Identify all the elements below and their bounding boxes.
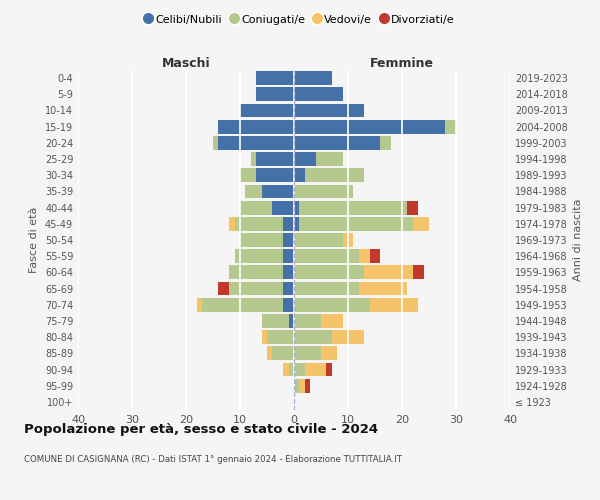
Bar	[272, 200, 294, 214]
Bar	[262, 184, 294, 198]
Bar	[294, 282, 359, 296]
Bar	[283, 217, 294, 230]
Bar	[359, 250, 370, 263]
Bar	[359, 282, 407, 296]
Bar	[289, 362, 294, 376]
Bar	[294, 88, 343, 101]
Bar	[267, 330, 294, 344]
Bar	[294, 362, 305, 376]
Bar	[294, 379, 299, 392]
Bar	[240, 200, 272, 214]
Bar	[299, 200, 407, 214]
Bar	[294, 314, 321, 328]
Bar	[256, 168, 294, 182]
Bar	[262, 314, 289, 328]
Y-axis label: Fasce di età: Fasce di età	[29, 207, 39, 273]
Bar	[240, 104, 294, 118]
Bar	[229, 282, 283, 296]
Bar	[283, 282, 294, 296]
Bar	[283, 233, 294, 247]
Bar	[272, 346, 294, 360]
Bar	[326, 362, 332, 376]
Y-axis label: Anni di nascita: Anni di nascita	[573, 198, 583, 281]
Bar	[256, 152, 294, 166]
Bar	[294, 266, 364, 280]
Bar	[380, 136, 391, 149]
Bar	[413, 266, 424, 280]
Bar	[407, 200, 418, 214]
Bar	[218, 282, 229, 296]
Text: Popolazione per età, sesso e stato civile - 2024: Popolazione per età, sesso e stato civil…	[24, 422, 378, 436]
Bar	[305, 362, 326, 376]
Bar	[321, 346, 337, 360]
Bar	[240, 233, 283, 247]
Bar	[305, 168, 364, 182]
Bar	[343, 233, 353, 247]
Bar	[289, 314, 294, 328]
Bar	[321, 314, 343, 328]
Bar	[256, 71, 294, 85]
Bar	[294, 298, 370, 312]
Bar	[370, 250, 380, 263]
Bar	[235, 217, 283, 230]
Bar	[294, 330, 332, 344]
Bar	[251, 152, 256, 166]
Bar	[256, 88, 294, 101]
Bar	[229, 266, 283, 280]
Bar	[262, 330, 267, 344]
Bar	[294, 217, 299, 230]
Bar	[240, 168, 256, 182]
Bar	[294, 104, 364, 118]
Bar	[294, 200, 299, 214]
Legend: Celibi/Nubili, Coniugati/e, Vedovi/e, Divorziati/e: Celibi/Nubili, Coniugati/e, Vedovi/e, Di…	[142, 10, 458, 28]
Bar	[305, 379, 310, 392]
Bar	[294, 71, 332, 85]
Bar	[294, 184, 353, 198]
Bar	[202, 298, 283, 312]
Bar	[294, 152, 316, 166]
Bar	[364, 266, 413, 280]
Text: Maschi: Maschi	[161, 57, 211, 70]
Bar	[445, 120, 456, 134]
Bar	[218, 136, 294, 149]
Text: COMUNE DI CASIGNANA (RC) - Dati ISTAT 1° gennaio 2024 - Elaborazione TUTTITALIA.: COMUNE DI CASIGNANA (RC) - Dati ISTAT 1°…	[24, 455, 402, 464]
Bar	[283, 298, 294, 312]
Bar	[370, 298, 418, 312]
Bar	[245, 184, 262, 198]
Bar	[299, 379, 305, 392]
Bar	[197, 298, 202, 312]
Bar	[294, 136, 380, 149]
Bar	[294, 120, 445, 134]
Bar	[294, 250, 359, 263]
Bar	[299, 217, 413, 230]
Bar	[332, 330, 364, 344]
Bar	[294, 233, 343, 247]
Bar	[283, 362, 289, 376]
Bar	[413, 217, 429, 230]
Bar	[235, 250, 283, 263]
Bar	[283, 266, 294, 280]
Bar	[218, 120, 294, 134]
Bar	[316, 152, 343, 166]
Text: Femmine: Femmine	[370, 57, 434, 70]
Bar	[213, 136, 218, 149]
Bar	[294, 346, 321, 360]
Bar	[267, 346, 272, 360]
Bar	[283, 250, 294, 263]
Bar	[229, 217, 235, 230]
Bar	[294, 168, 305, 182]
